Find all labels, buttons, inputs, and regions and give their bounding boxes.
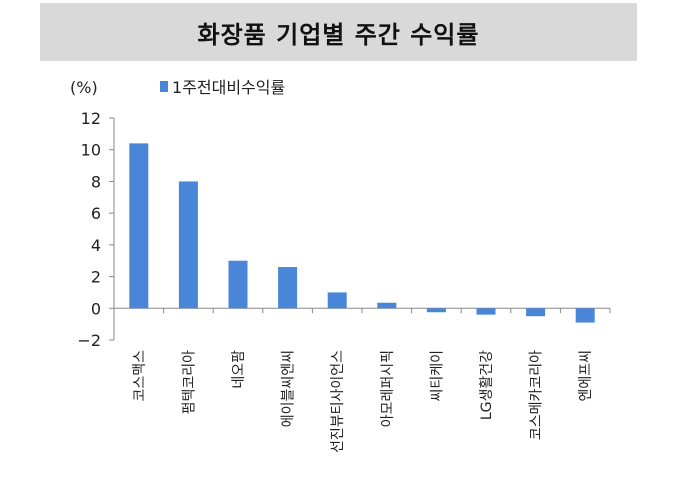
category-label: 선진뷰티사이언스: [330, 350, 346, 453]
y-tick-label: 8: [91, 172, 101, 191]
bar: [228, 260, 248, 309]
bar: [575, 308, 595, 323]
category-label: 엔에프씨: [578, 350, 594, 402]
y-tick-label: 12: [81, 109, 101, 128]
y-tick-label: 2: [91, 268, 101, 287]
category-label: 아모레퍼시픽: [380, 350, 396, 427]
bar: [377, 302, 397, 309]
chart-title-bar: 화장품 기업별 주간 수익률: [40, 3, 637, 61]
category-label: 에이블씨엔씨: [281, 350, 297, 427]
category-label: 씨티케이: [429, 350, 445, 402]
legend-swatch: [160, 81, 168, 92]
bar: [476, 308, 496, 315]
category-label: 네오팜: [231, 350, 247, 389]
labels: 12 10 8 6 4 2 0 −2 코스맥스 펌텍코리아 네오팜 에이블씨엔씨 선진뷰티사이언스 아모레…: [77, 109, 594, 453]
bar: [129, 143, 149, 309]
legend-label: 1주전대비수익률: [172, 78, 285, 97]
y-axis-unit-label: (%): [70, 78, 98, 97]
bar: [327, 292, 347, 309]
bar: [178, 181, 198, 309]
bar: [278, 267, 298, 309]
y-tick-label: 0: [91, 299, 101, 318]
y-tick-label: 6: [91, 204, 101, 223]
y-tick-label: −2: [77, 331, 101, 350]
bar: [426, 308, 446, 313]
category-label: 펌텍코리아: [181, 350, 197, 415]
bars: [129, 143, 595, 323]
y-tick-label: 10: [81, 141, 101, 160]
chart-title: 화장품 기업별 주간 수익률: [197, 20, 480, 49]
category-label: 코스메카코리아: [529, 350, 545, 440]
bar: [526, 308, 546, 317]
category-label: 코스맥스: [132, 350, 148, 402]
y-tick-label: 4: [91, 236, 101, 255]
category-label: LG생활건강: [479, 350, 495, 420]
